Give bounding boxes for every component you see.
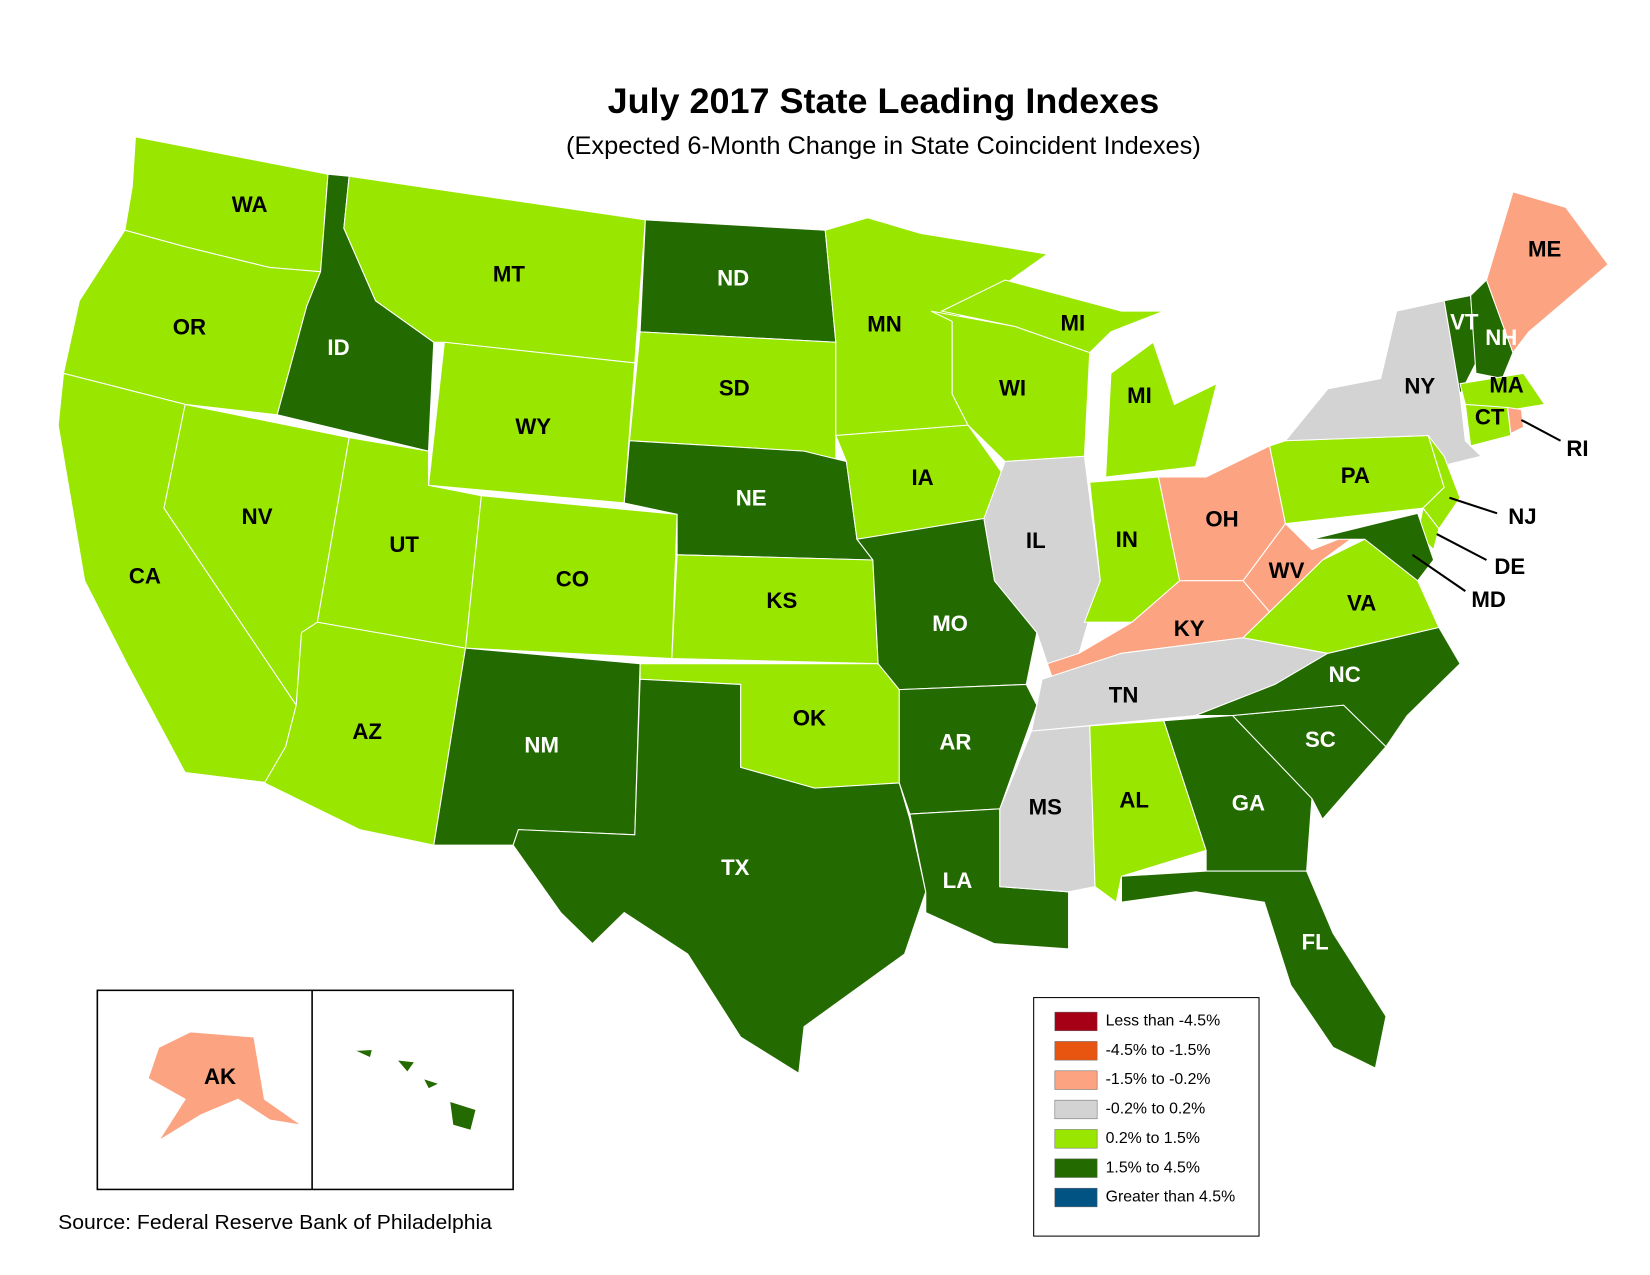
state-shape <box>354 1048 374 1059</box>
state-shape <box>147 1031 302 1142</box>
state-label: WV <box>1269 558 1305 583</box>
state-label: VT <box>1450 309 1479 334</box>
state-shape <box>343 175 646 364</box>
state-shape <box>1195 626 1461 748</box>
legend-swatch <box>1054 1129 1098 1149</box>
state-label: WY <box>515 414 551 439</box>
state-label: MD <box>1471 587 1506 612</box>
state-label: IN <box>1116 527 1138 552</box>
state-label: AR <box>939 729 971 754</box>
state-label: CA <box>129 564 161 589</box>
state-label: ID <box>327 335 349 360</box>
state-shape <box>1105 341 1218 478</box>
state-label: CT <box>1475 405 1505 430</box>
legend: Less than -4.5% -4.5% to -1.5% -1.5% to -0… <box>1054 1011 1236 1208</box>
state-shape <box>940 279 1164 354</box>
state-label: TN <box>1109 683 1139 708</box>
state-label: MI <box>1060 311 1085 336</box>
state-label: FL <box>1302 930 1329 955</box>
inset-frame <box>96 989 514 1191</box>
state-label: UT <box>389 532 419 557</box>
state-shape <box>1311 512 1435 582</box>
state-label: KY <box>1174 616 1205 641</box>
state-label: LA <box>943 868 973 893</box>
state-shape <box>422 1077 441 1090</box>
legend-swatch <box>1054 1070 1098 1090</box>
state-shape <box>1459 372 1546 411</box>
state-label: DE <box>1494 554 1525 579</box>
map-root: July 2017 State Leading Indexes (Expecte… <box>57 81 1609 1237</box>
state-label: MS <box>1029 795 1062 820</box>
map-subtitle: (Expected 6-Month Change in State Coinci… <box>566 132 1201 160</box>
state-shape <box>395 1059 416 1074</box>
state-label: NY <box>1404 374 1435 399</box>
legend-swatch <box>1054 1011 1098 1032</box>
state-label: NC <box>1329 662 1361 687</box>
state-label: AZ <box>352 719 382 744</box>
state-labels: WA OR CA NV ID MT WY UT CO AZ NM ND SD NE KS OK TX MN IA MO… <box>129 192 1589 1124</box>
state-label: VA <box>1347 591 1376 616</box>
state-label: MA <box>1489 373 1524 398</box>
state-label: AL <box>1119 788 1149 813</box>
state-label: WI <box>999 376 1026 401</box>
state-label: NJ <box>1508 504 1536 529</box>
states <box>57 136 1609 1142</box>
state-label: MT <box>493 262 526 287</box>
state-shape <box>1120 870 1387 1069</box>
state-shape <box>512 678 927 1075</box>
legend-label: -0.2% to 0.2% <box>1106 1101 1206 1118</box>
state-label: WA <box>232 192 268 217</box>
state-label: IL <box>1026 528 1046 553</box>
state-label: NV <box>242 504 273 529</box>
legend-label: 0.2% to 1.5% <box>1106 1130 1200 1147</box>
state-label: MO <box>932 611 968 636</box>
map-title: July 2017 State Leading Indexes <box>608 81 1160 121</box>
state-label: SD <box>719 376 750 401</box>
state-label: IA <box>911 465 933 490</box>
state-label: AK <box>204 1064 236 1089</box>
state-label: OH <box>1205 507 1238 532</box>
state-label: OK <box>793 706 826 731</box>
state-label: OR <box>173 315 206 340</box>
leader-line <box>1520 419 1562 442</box>
legend-label: 1.5% to 4.5% <box>1106 1159 1200 1176</box>
state-label: PA <box>1341 463 1370 488</box>
legend-label: Greater than 4.5% <box>1106 1189 1236 1206</box>
state-label: CO <box>556 567 589 592</box>
legend-label: Less than -4.5% <box>1106 1013 1221 1030</box>
state-shape <box>1470 279 1514 380</box>
state-shape <box>449 1100 477 1131</box>
leader-line <box>1411 553 1466 592</box>
leader-line <box>1449 496 1498 515</box>
source-note: Source: Federal Reserve Bank of Philadel… <box>58 1211 492 1234</box>
state-label: NE <box>736 486 767 511</box>
legend-swatch <box>1054 1158 1098 1178</box>
state-label: NM <box>524 733 559 758</box>
state-label: MI <box>1127 383 1152 408</box>
legend-label: -1.5% to -0.2% <box>1106 1071 1211 1088</box>
legend-swatch <box>1054 1041 1098 1061</box>
state-label: RI <box>1566 436 1588 461</box>
state-label: KS <box>766 588 797 613</box>
state-label: HI <box>400 1100 422 1125</box>
legend-swatch <box>1054 1187 1098 1208</box>
legend-label: -4.5% to -1.5% <box>1106 1042 1211 1059</box>
state-shape <box>1485 191 1609 354</box>
state-label: NH <box>1485 325 1517 350</box>
state-label: GA <box>1232 791 1265 816</box>
state-label: TX <box>721 855 750 880</box>
state-label: MN <box>867 312 902 337</box>
state-shape <box>1507 406 1525 435</box>
state-label: ME <box>1528 237 1561 262</box>
state-label: ND <box>717 266 749 291</box>
leader-line <box>1436 533 1487 561</box>
legend-swatch <box>1054 1099 1098 1120</box>
state-shape <box>1464 403 1512 447</box>
state-label: SC <box>1305 727 1336 752</box>
